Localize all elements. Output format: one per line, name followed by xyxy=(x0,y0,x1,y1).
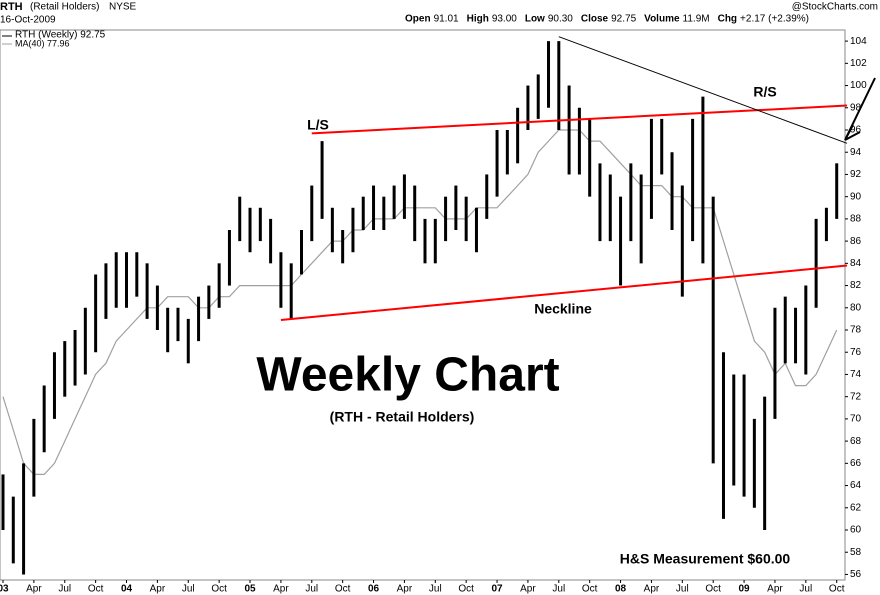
quote-label: Chg xyxy=(718,14,737,25)
quote-value: 91.01 xyxy=(434,14,459,25)
x-tick-label: Oct xyxy=(335,584,351,595)
y-tick-label: 102 xyxy=(850,58,867,69)
x-tick-label: Oct xyxy=(88,584,104,595)
y-tick-label: 86 xyxy=(850,236,862,247)
x-tick-label: Oct xyxy=(829,584,845,595)
x-tick-label: 08 xyxy=(615,584,627,595)
quote-value: 90.30 xyxy=(548,14,573,25)
legend-entry: MA(40) 77.96 xyxy=(15,38,70,48)
y-tick-label: 70 xyxy=(850,414,862,425)
y-tick-label: 76 xyxy=(850,347,862,358)
ma-line xyxy=(2,129,838,475)
trendline xyxy=(558,36,848,144)
y-tick-label: 60 xyxy=(850,525,862,536)
x-tick-label: 07 xyxy=(491,584,503,595)
x-tick-label: Jul xyxy=(799,584,812,595)
x-tick-label: Jul xyxy=(305,584,318,595)
x-tick-label: Apr xyxy=(26,584,42,595)
annotation: H&S Measurement $60.00 xyxy=(620,551,791,567)
y-tick-label: 88 xyxy=(850,214,862,225)
quote-label: Volume xyxy=(644,14,680,25)
y-tick-label: 78 xyxy=(850,325,862,336)
y-tick-label: 64 xyxy=(850,480,862,491)
y-tick-label: 90 xyxy=(850,191,862,202)
x-tick-label: Apr xyxy=(644,584,660,595)
x-tick-label: Apr xyxy=(767,584,783,595)
y-tick-label: 94 xyxy=(850,147,862,158)
exchange: NYSE xyxy=(109,2,137,13)
symbol: RTH xyxy=(0,1,23,13)
legend-entry: RTH (Weekly) 92.75 xyxy=(15,30,106,41)
date: 16-Oct-2009 xyxy=(0,15,56,26)
x-tick-label: Apr xyxy=(520,584,536,595)
quote-label: Close xyxy=(581,14,609,25)
annotation: Neckline xyxy=(534,301,592,317)
x-tick-label: Apr xyxy=(150,584,166,595)
y-tick-label: 68 xyxy=(850,436,862,447)
x-tick-label: 05 xyxy=(244,584,256,595)
quote-label: Open xyxy=(405,14,431,25)
quote: Open 91.01 High 93.00 Low 90.30 Close 92.75 Volu… xyxy=(405,14,809,25)
y-tick-label: 104 xyxy=(850,36,867,47)
symbol-name: (Retail Holders) xyxy=(30,2,99,13)
x-tick-label: Apr xyxy=(397,584,413,595)
x-tick-label: Oct xyxy=(211,584,227,595)
y-tick-label: 72 xyxy=(850,391,862,402)
trendline xyxy=(280,264,848,321)
x-tick-label: Oct xyxy=(705,584,721,595)
y-tick-label: 66 xyxy=(850,458,862,469)
y-tick-label: 58 xyxy=(850,547,862,558)
y-tick-label: 80 xyxy=(850,302,862,313)
quote-label: High xyxy=(467,14,489,25)
x-tick-label: 06 xyxy=(368,584,380,595)
x-tick-label: Jul xyxy=(552,584,565,595)
x-tick-label: 04 xyxy=(121,584,133,595)
x-tick-label: Jul xyxy=(182,584,195,595)
quote-value: 11.9M xyxy=(683,14,710,25)
y-tick-label: 84 xyxy=(850,258,862,269)
y-tick-label: 56 xyxy=(850,569,862,580)
y-tick-label: 62 xyxy=(850,502,862,513)
quote-value: +2.17 (+2.39%) xyxy=(740,14,809,25)
y-tick-label: 74 xyxy=(850,369,862,380)
annotation: L/S xyxy=(307,117,329,133)
chart-subtitle: (RTH - Retail Holders) xyxy=(330,409,475,425)
arrow xyxy=(844,77,876,141)
y-tick-label: 92 xyxy=(850,169,862,180)
y-tick-label: 96 xyxy=(850,125,862,136)
x-tick-label: Apr xyxy=(273,584,289,595)
x-tick-label: Jul xyxy=(58,584,71,595)
x-tick-label: Oct xyxy=(458,584,474,595)
x-tick-label: Jul xyxy=(676,584,689,595)
x-tick-label: Jul xyxy=(429,584,442,595)
y-tick-label: 98 xyxy=(850,102,862,113)
x-tick-label: 09 xyxy=(739,584,751,595)
source: @StockCharts.com xyxy=(792,2,878,13)
chart-title: Weekly Chart xyxy=(256,349,559,402)
x-tick-label: Oct xyxy=(582,584,598,595)
y-tick-label: 100 xyxy=(850,80,867,91)
annotation: R/S xyxy=(753,84,776,100)
y-tick-label: 82 xyxy=(850,280,862,291)
quote-value: 92.75 xyxy=(611,14,636,25)
x-tick-label: 03 xyxy=(0,584,9,595)
quote-label: Low xyxy=(525,14,545,25)
quote-value: 93.00 xyxy=(492,14,517,25)
